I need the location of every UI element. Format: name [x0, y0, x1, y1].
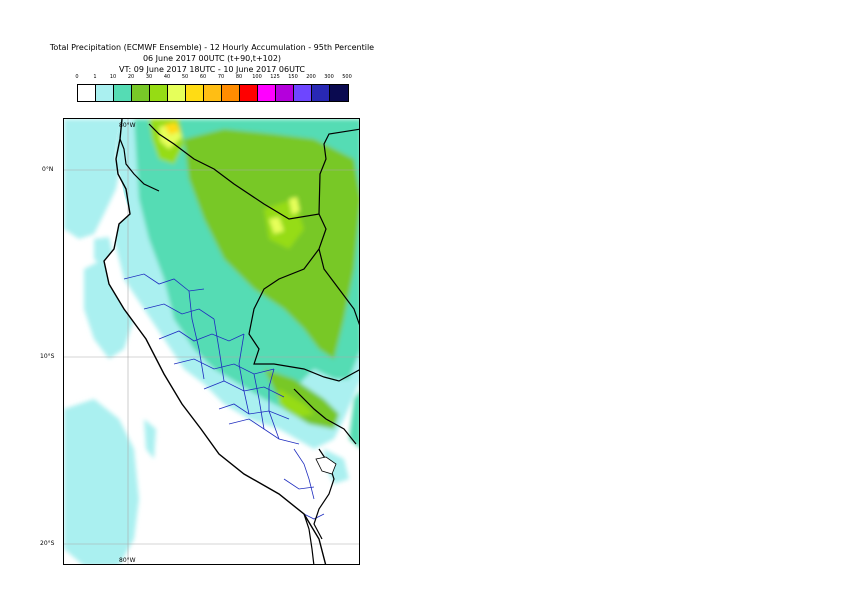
lon-label-top: 80°W	[119, 122, 136, 129]
national-borders	[119, 123, 359, 564]
legend-swatch	[240, 85, 258, 101]
legend-swatch	[168, 85, 186, 101]
legend-swatch	[222, 85, 240, 101]
legend-swatch	[330, 85, 348, 101]
map-canvas	[64, 119, 359, 564]
lat-label-left-10s: 10°S	[40, 353, 55, 360]
precipitation-map: 80°W 80°W 0°N 10°S 20°S	[63, 118, 360, 565]
legend-swatch	[276, 85, 294, 101]
lat-label-left-0: 0°N	[42, 166, 54, 173]
legend-tick-label: 300	[324, 74, 334, 80]
legend-tick-labels: 0 1 10 20 30 40 50 60 70 80 100 125 150 200 300 500	[75, 74, 351, 84]
legend-tick-label: 125	[270, 74, 280, 80]
map-title: Total Precipitation (ECMWF Ensemble) - 1…	[49, 43, 375, 52]
legend-tick-label: 30	[145, 74, 153, 80]
lat-label-left-20s: 20°S	[40, 540, 55, 547]
legend-swatch	[204, 85, 222, 101]
lake-titicaca	[315, 456, 337, 475]
legend-tick-label: 40	[163, 74, 171, 80]
legend-swatch	[258, 85, 276, 101]
coastline	[103, 119, 327, 564]
legend-tick-label: 200	[306, 74, 316, 80]
department-boundaries	[123, 273, 325, 520]
legend-tick-label: 1	[93, 74, 97, 80]
legend-tick-label: 500	[342, 74, 352, 80]
legend-tick-label: 10	[109, 74, 117, 80]
legend-swatch	[132, 85, 150, 101]
legend-colorbar	[77, 84, 349, 102]
legend-swatch	[312, 85, 330, 101]
legend-tick-label: 80	[235, 74, 243, 80]
legend-tick-label: 150	[288, 74, 298, 80]
legend-tick-label: 70	[217, 74, 225, 80]
legend-tick-label: 50	[181, 74, 189, 80]
lon-label-bottom: 80°W	[119, 557, 136, 564]
legend-tick-label: 20	[127, 74, 135, 80]
legend-swatch	[78, 85, 96, 101]
map-title-block: Total Precipitation (ECMWF Ensemble) - 1…	[0, 42, 424, 75]
legend-swatch	[150, 85, 168, 101]
legend-swatch	[186, 85, 204, 101]
legend-swatch	[114, 85, 132, 101]
legend-tick-label: 60	[199, 74, 207, 80]
base-time: 06 June 2017 00UTC (t+90,t+102)	[142, 54, 282, 63]
legend-tick-label: 0	[75, 74, 79, 80]
legend-swatch	[96, 85, 114, 101]
valid-time: VT: 09 June 2017 18UTC - 10 June 2017 06…	[119, 65, 305, 74]
legend-tick-label: 100	[252, 74, 262, 80]
legend-swatch	[294, 85, 312, 101]
